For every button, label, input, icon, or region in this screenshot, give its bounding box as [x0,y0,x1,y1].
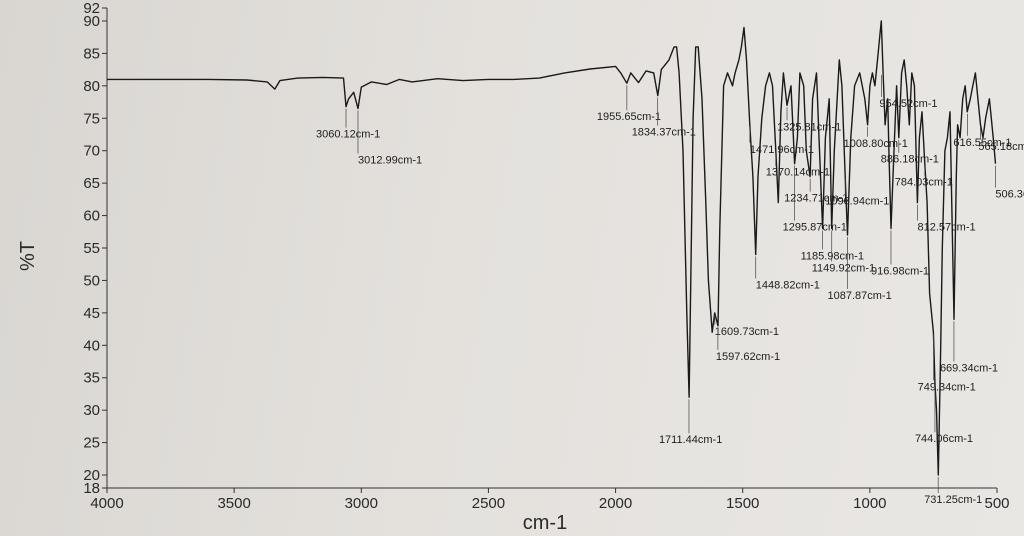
y-tick-label: 85 [83,45,100,62]
peak-label: 1955.65cm-1 [597,111,661,123]
y-tick-label: 80 [83,78,100,95]
tick-marks [102,7,998,493]
peak-label: 749.34cm-1 [918,381,976,393]
peak-label: 1149.92cm-1 [812,263,875,275]
y-tick-label: 20 [83,467,100,484]
peak-label: 1834.37cm-1 [632,127,696,139]
x-tick-label: 1500 [726,495,759,512]
peak-label: 1471.96cm-1 [750,144,814,156]
peak-label: 1234.71cm-1 [784,193,848,205]
y-tick-label: 92 [83,0,100,17]
peak-label: 1325.81cm-1 [777,121,841,133]
y-tick-label: 65 [83,175,100,192]
peak-label: 1448.82cm-1 [756,279,820,291]
y-tick-label: 50 [83,272,100,289]
peak-label: 1096.94cm-1 [825,196,889,208]
peak-label: 616.55cm-1 [953,137,1011,149]
peak-label: 1185.98cm-1 [801,251,864,263]
peak-label: 1370.14cm-1 [766,167,830,179]
x-tick-label: 3000 [345,495,378,512]
y-tick-label: 35 [83,370,100,387]
series-group [107,20,997,476]
y-axis-title: %T [17,241,39,271]
y-tick-label: 75 [83,110,100,127]
peak-label: 3060.12cm-1 [316,129,380,141]
x-tick-label: 3500 [217,495,250,512]
peak-label: 1295.87cm-1 [783,222,847,234]
y-tick-label: 45 [83,305,100,322]
peak-label: 565.18cm-1 [978,141,1024,153]
peak-label: 1087.87cm-1 [828,290,892,302]
x-tick-label: 2000 [599,495,632,512]
x-tick-label: 500 [984,495,1009,512]
x-tick-labels: 4000 3500 3000 2500 2000 1500 1000 500 [90,495,1009,512]
peak-label: 784.03cm-1 [895,177,953,189]
y-tick-label: 55 [83,240,100,257]
peak-label: 669.34cm-1 [940,362,998,374]
y-tick-label: 90 [83,13,100,30]
y-tick-label: 18 [83,480,100,497]
y-tick-label: 70 [83,143,100,160]
x-tick-label: 2500 [472,495,505,512]
y-tick-label: 60 [83,208,100,225]
peak-label: 812.57cm-1 [918,222,976,234]
spectrum-line [107,20,997,476]
peak-label: 1597.62cm-1 [716,351,780,363]
y-tick-label: 25 [83,435,100,452]
peak-label: 731.25cm-1 [924,494,982,506]
x-axis-title: cm-1 [523,512,567,534]
x-tick-label: 4000 [90,495,123,512]
peak-label: 916.98cm-1 [871,266,929,278]
peak-label: 3012.99cm-1 [358,155,422,167]
peak-label: 1711.44cm-1 [659,434,722,446]
peak-label: 1008.80cm-1 [844,138,908,150]
x-tick-label: 1000 [853,495,886,512]
peak-label: 886.18cm-1 [881,154,939,166]
peak-label: 744.06cm-1 [915,433,973,445]
y-tick-label: 30 [83,402,100,419]
peak-annotations: 3060.12cm-1 3012.99cm-1 1955.65cm-1 1834.37… [316,74,1024,506]
peak-label: 954.52cm-1 [879,98,937,110]
y-tick-label: 40 [83,337,100,354]
peak-label: 506.36cm-1 [995,189,1024,201]
peak-label: 1609.73cm-1 [715,326,779,338]
